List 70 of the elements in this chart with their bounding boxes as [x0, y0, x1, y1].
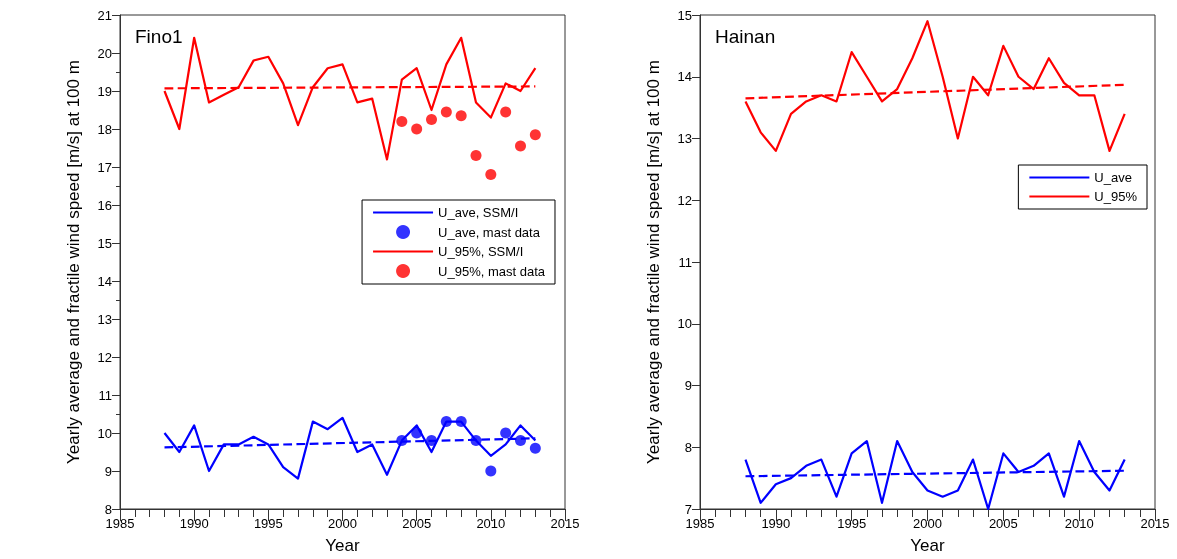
point	[470, 435, 482, 447]
y-tick-label: 8	[684, 439, 692, 455]
y-tick-label: 13	[677, 131, 692, 146]
x-tick-label: 2010	[1064, 516, 1094, 531]
legend-label: U_ave, mast data	[438, 224, 541, 240]
y-tick-label: 12	[677, 192, 692, 208]
x-tick-label: 2000	[328, 516, 357, 531]
y-tick-label: 14	[97, 273, 112, 289]
y-tick-label: 20	[97, 45, 112, 61]
point	[515, 435, 526, 447]
x-tick-label: 1985	[105, 516, 135, 531]
y-tick-label: 7	[684, 501, 692, 517]
legend-label: U_95%, SSM/I	[438, 244, 524, 259]
x-tick-label: 1990	[179, 516, 209, 531]
x-tick-label: 2000	[913, 516, 942, 531]
y-tick-label: 8	[104, 501, 112, 517]
point	[500, 427, 512, 439]
y-tick-label: 13	[97, 311, 112, 327]
x-tick-label: 2005	[988, 516, 1018, 531]
x-tick-label: 2015	[1140, 516, 1170, 531]
point	[529, 129, 541, 141]
legend-label: U_95%, mast data	[438, 263, 546, 279]
point	[470, 150, 482, 162]
x-axis-title: Year	[910, 536, 946, 555]
y-tick-label: 21	[97, 7, 112, 23]
point	[411, 123, 423, 135]
x-tick-label: 1990	[761, 516, 791, 531]
point	[426, 435, 437, 447]
y-tick-label: 12	[97, 349, 112, 365]
x-tick-label: 2010	[476, 516, 506, 531]
point	[440, 106, 452, 118]
y-tick-label: 15	[97, 235, 112, 251]
text: Hainan	[715, 26, 776, 47]
legend-label: U_ave, SSM/I	[438, 205, 519, 220]
legend-label: U_95%	[1094, 189, 1138, 204]
y-tick-label: 15	[677, 7, 692, 23]
y-tick-label: 18	[97, 121, 112, 137]
y-tick-label: 16	[97, 197, 112, 213]
x-tick-label: 2015	[550, 516, 580, 531]
y-axis-title: Yearly average and fractile wind speed [m/s] at 100 m	[644, 60, 663, 464]
point	[440, 416, 452, 428]
point	[396, 435, 408, 447]
y-tick-label: 11	[678, 254, 692, 270]
point	[515, 140, 526, 152]
y-tick-label: 11	[98, 387, 112, 403]
y-tick-label: 19	[97, 83, 112, 99]
line-series	[744, 439, 1126, 511]
legend-label: U_ave	[1094, 170, 1132, 185]
y-tick-label: 14	[677, 69, 692, 85]
point	[529, 442, 541, 454]
text: Fino1	[135, 26, 183, 47]
point	[485, 465, 497, 477]
x-tick-label: 2005	[402, 516, 432, 531]
point	[455, 110, 467, 122]
y-tick-label: 9	[104, 463, 112, 479]
x-axis-title: Year	[325, 536, 361, 555]
y-tick-label: 10	[97, 425, 112, 441]
point	[455, 416, 467, 428]
point	[485, 169, 497, 181]
point	[396, 115, 408, 127]
x-tick-label: 1995	[837, 516, 867, 531]
x-tick-label: 1995	[253, 516, 283, 531]
y-tick-label: 9	[684, 378, 692, 393]
x-tick-label: 1985	[685, 516, 715, 531]
point	[426, 114, 437, 125]
y-axis-title: Yearly average and fractile wind speed [m/s] at 100 m	[64, 60, 83, 464]
point	[411, 427, 423, 439]
point	[500, 106, 512, 118]
y-tick-label: 10	[677, 316, 692, 332]
y-tick-label: 17	[97, 159, 112, 175]
